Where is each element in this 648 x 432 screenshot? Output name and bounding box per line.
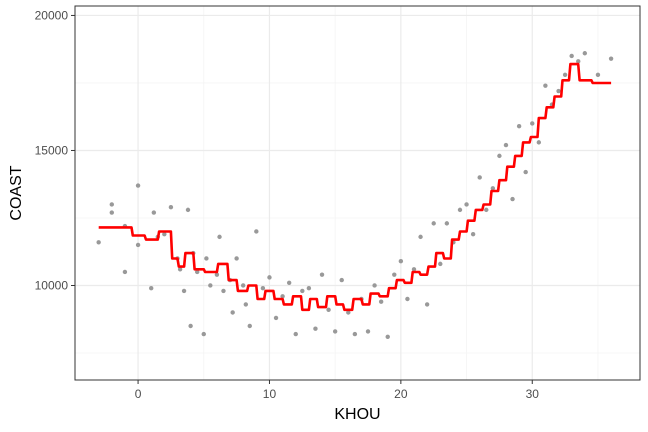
data-point [319,272,325,277]
data-point [497,153,502,159]
data-point [523,169,528,175]
data-point [438,261,443,267]
y-tick-label: 15000 [35,143,69,157]
data-point [556,88,561,94]
data-point [595,72,601,78]
data-point [135,242,141,248]
data-point [230,310,235,315]
data-point [254,229,259,234]
data-point [530,121,535,126]
data-point [484,207,489,213]
data-point [185,207,191,213]
fit-line [98,62,612,312]
data-point [151,210,157,215]
data-point [608,56,614,61]
data-point [273,315,279,321]
x-tick-label: 30 [526,387,540,401]
data-point [339,277,344,283]
data-point [214,272,220,277]
data-point [96,240,101,245]
data-point [510,196,515,202]
data-point [204,256,209,261]
data-point [300,288,305,294]
data-point [243,302,249,307]
data-point [543,83,548,88]
data-point [293,331,298,337]
data-point [365,329,371,334]
scatter-points [96,51,614,339]
fit-line-layer [98,62,612,312]
data-point [346,310,351,315]
data-point [444,221,450,226]
data-point [221,288,226,294]
panel-background [75,6,640,380]
y-axis-ticks: 10000 15000 20000 [35,8,75,292]
data-point [503,142,509,148]
major-gridlines [75,6,640,380]
data-point [470,231,476,237]
data-point [286,280,292,285]
data-point [247,323,252,329]
y-tick-label: 10000 [35,278,69,292]
data-point [234,256,239,261]
data-point [464,202,469,207]
data-point [477,175,482,180]
data-point [398,258,404,264]
y-tick-label: 20000 [35,8,69,22]
x-axis-ticks: 0 10 20 30 [135,380,540,401]
data-point [431,221,436,226]
data-point [149,285,154,291]
data-point [536,140,542,145]
data-point [378,299,384,304]
data-point [424,302,430,307]
data-point [576,59,581,64]
data-point [135,183,141,188]
data-point [267,275,272,280]
data-point [385,334,390,339]
data-point [516,123,522,129]
panel-border [74,5,641,381]
data-point [188,323,193,329]
data-point [352,331,358,337]
data-point [332,329,338,334]
x-tick-label: 0 [135,387,142,401]
data-point [313,326,318,331]
data-point [326,307,331,312]
data-point [162,231,167,237]
data-point [562,72,568,78]
data-point [217,234,222,240]
data-point [405,296,410,302]
data-point [201,331,206,337]
data-point [177,267,183,272]
y-axis-title: COAST [8,165,25,220]
x-tick-label: 20 [394,387,408,401]
data-point [372,283,377,288]
data-point [109,202,114,207]
data-point [181,288,187,294]
data-point [490,186,496,191]
data-point [392,272,397,277]
data-point [280,294,285,299]
data-point [418,234,423,240]
data-point [168,204,174,210]
data-point [208,283,213,288]
data-point [194,269,200,275]
data-point [411,267,417,272]
data-point [306,285,312,291]
data-point [569,53,574,59]
data-point [240,283,246,288]
minor-gridlines [75,6,640,380]
data-point [457,207,463,213]
data-point [260,285,266,291]
x-tick-label: 10 [263,387,277,401]
data-point [109,210,114,215]
data-point [582,51,588,56]
data-point [122,269,128,275]
x-axis-title: KHOU [334,406,380,423]
